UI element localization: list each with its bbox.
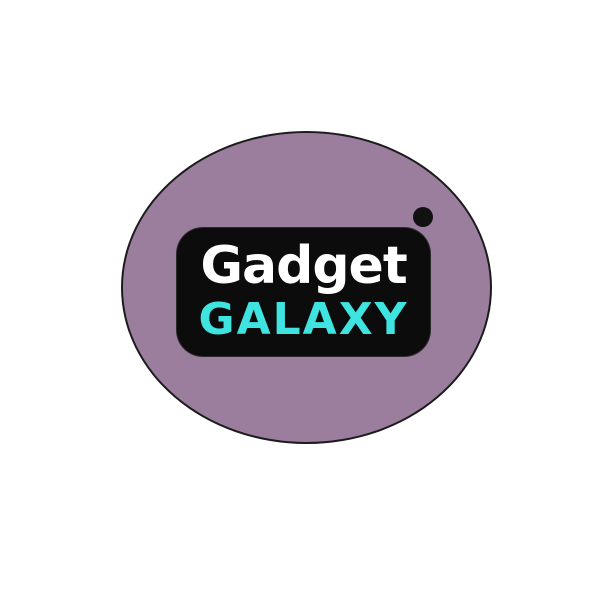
brand-name-line-1: Gadget	[200, 236, 407, 296]
dot-icon	[413, 207, 433, 227]
logo-text-plate	[177, 228, 430, 356]
brand-name-line-2: GALAXY	[198, 294, 409, 345]
